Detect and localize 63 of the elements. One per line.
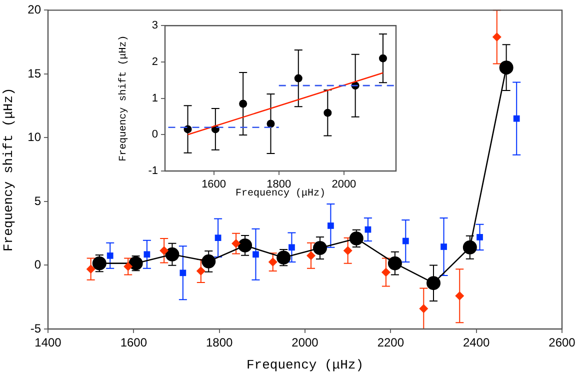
point bbox=[440, 244, 447, 250]
point bbox=[266, 120, 275, 128]
y-tick-label: 15 bbox=[28, 66, 42, 80]
y-axis-title: Frequency shift (μHz) bbox=[1, 88, 16, 252]
point bbox=[324, 108, 332, 117]
y-tick-label: 5 bbox=[34, 194, 42, 208]
point bbox=[349, 231, 364, 246]
point bbox=[455, 291, 464, 300]
y-tick-label: 0 bbox=[152, 128, 158, 141]
y-tick-label: 3 bbox=[152, 20, 158, 32]
point bbox=[252, 251, 259, 258]
point bbox=[388, 256, 402, 270]
point bbox=[328, 222, 334, 229]
y-axis-title: Frequency shift (μHz) bbox=[118, 35, 130, 162]
y-tick-label: 1 bbox=[152, 92, 158, 104]
point bbox=[239, 100, 248, 108]
point bbox=[381, 268, 390, 277]
point bbox=[124, 262, 133, 272]
point bbox=[92, 256, 106, 270]
point bbox=[128, 256, 143, 270]
point bbox=[106, 252, 114, 259]
point bbox=[499, 60, 514, 75]
x-tick-label: 2400 bbox=[462, 336, 490, 350]
y-tick-label: 0 bbox=[34, 258, 42, 272]
x-tick-label: 2000 bbox=[292, 336, 319, 350]
point bbox=[513, 115, 520, 122]
x-tick-label: 1600 bbox=[202, 178, 226, 191]
y-tick-label: 2 bbox=[152, 56, 158, 68]
point bbox=[268, 258, 278, 267]
point bbox=[160, 246, 169, 256]
x-tick-label: 1400 bbox=[34, 336, 62, 350]
y-tick-label: 20 bbox=[28, 2, 42, 17]
point bbox=[86, 264, 96, 274]
y-tick-label: -1 bbox=[148, 165, 158, 178]
x-tick-label: 2200 bbox=[377, 336, 404, 350]
y-tick-label: 10 bbox=[28, 130, 42, 144]
point bbox=[144, 251, 150, 258]
point bbox=[462, 240, 477, 254]
x-tick-label: 2600 bbox=[548, 336, 576, 350]
x-tick-label: 1800 bbox=[206, 336, 234, 350]
point bbox=[165, 247, 180, 262]
point bbox=[378, 54, 387, 62]
x-tick-label: 1600 bbox=[120, 336, 148, 350]
point bbox=[180, 270, 186, 276]
point bbox=[202, 254, 216, 268]
point bbox=[426, 276, 440, 290]
point bbox=[276, 250, 291, 265]
point bbox=[288, 244, 295, 251]
point bbox=[476, 234, 483, 240]
point bbox=[232, 239, 241, 248]
point bbox=[419, 304, 428, 314]
point bbox=[306, 251, 316, 260]
point bbox=[196, 266, 206, 276]
point bbox=[294, 74, 302, 82]
point bbox=[312, 241, 327, 256]
point bbox=[238, 238, 252, 252]
y-tick-label: -5 bbox=[30, 321, 42, 336]
x-axis-title: Frequency (μHz) bbox=[246, 358, 364, 373]
point bbox=[343, 246, 352, 256]
x-tick-label: 2000 bbox=[332, 178, 356, 191]
point bbox=[402, 238, 409, 244]
point bbox=[214, 234, 222, 242]
point bbox=[492, 32, 502, 42]
